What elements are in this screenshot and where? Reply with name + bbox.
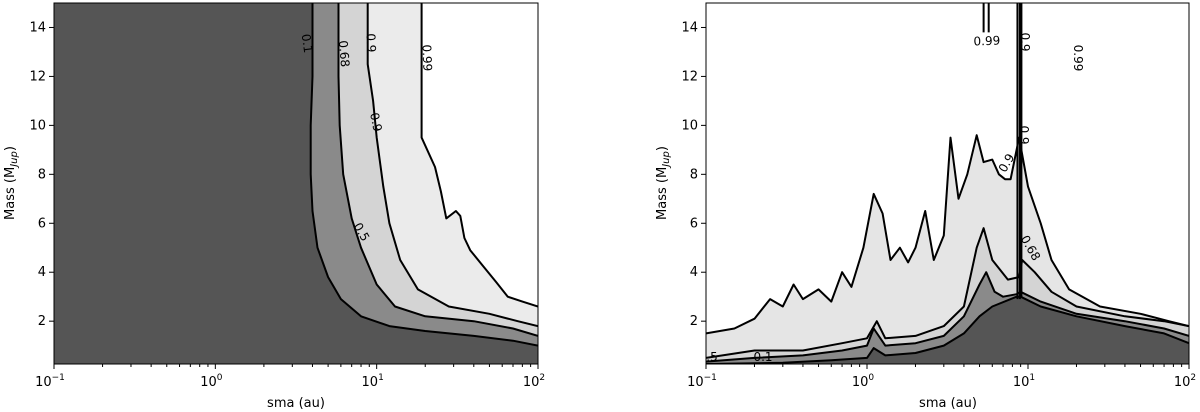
left-y-tick-label: 8 xyxy=(38,167,46,182)
left-contour-line-0.99 xyxy=(420,3,538,308)
right-x-tick-base: 10 xyxy=(687,375,704,390)
left-contour-label-0.99: 0.99 xyxy=(420,44,435,71)
right-contour-line-0.9 xyxy=(706,134,1189,335)
right-contour-line-0.5 xyxy=(706,271,1189,363)
right-x-tick-label: 10−1 xyxy=(687,373,717,390)
left-x-tick-label: 10−1 xyxy=(35,373,65,390)
right-x-tick-label: 100 xyxy=(852,373,875,390)
right-y-tick-label: 4 xyxy=(690,265,698,280)
left-contour-label-0.68: 0.68 xyxy=(336,40,352,68)
left-x-tick-exp: 0 xyxy=(217,373,223,383)
left-y-tick-label: 14 xyxy=(29,20,46,35)
left-x-tick-label: 100 xyxy=(200,373,223,390)
left-region-0.1 xyxy=(54,3,538,364)
right-x-tick-exp: −1 xyxy=(704,373,717,383)
right-x-tick-label: 102 xyxy=(1174,373,1196,390)
right-region-0.1 xyxy=(706,296,1189,364)
left-y-tick-label: 6 xyxy=(38,216,46,231)
right-contour-line-0.68 xyxy=(706,227,1189,359)
left-contour-line-0.68 xyxy=(366,3,538,328)
right-x-tick-exp: 0 xyxy=(868,373,874,383)
right-contour-lines xyxy=(706,3,1189,364)
left-probability-fills xyxy=(54,3,538,364)
right-y-tick-label: 6 xyxy=(690,216,698,231)
right-y-axis-label-main: Mass (M xyxy=(655,167,670,220)
left-x-axis-label: sma (au) xyxy=(267,396,325,411)
right-contour-label-0.99-top: 0.99 xyxy=(973,34,1000,49)
right-x-tick-label: 101 xyxy=(1013,373,1035,390)
right-x-tick-exp: 2 xyxy=(1190,373,1196,383)
left-y-axis-label-main: Mass (M xyxy=(3,167,18,220)
right-y-axis-label-end: ) xyxy=(655,146,670,151)
left-y-tick-label: 10 xyxy=(29,118,46,133)
right-y-axis-label: Mass (MJup) xyxy=(655,146,672,220)
left-y-axis-label-end: ) xyxy=(3,146,18,151)
left-contour-label-0.9-top: 0.9 xyxy=(364,33,379,53)
right-x-axis-label: sma (au) xyxy=(919,396,977,411)
right-contour-label-0.1: 0.1 xyxy=(753,350,772,364)
right-x-tick-base: 10 xyxy=(1013,375,1030,390)
right-x-tick-base: 10 xyxy=(1174,375,1191,390)
right-y-tick-label: 14 xyxy=(681,20,698,35)
left-contour-line-0.5 xyxy=(337,3,538,337)
right-y-tick-label: 8 xyxy=(690,167,698,182)
right-y-tick-label: 10 xyxy=(681,118,698,133)
left-y-tick-label: 12 xyxy=(29,69,46,84)
left-x-tick-base: 10 xyxy=(35,375,52,390)
left-x-tick-base: 10 xyxy=(523,375,540,390)
left-plot-frame xyxy=(53,2,539,365)
right-contour-line-0.1 xyxy=(706,295,1189,364)
left-y-tick-label: 2 xyxy=(38,314,46,329)
right-contour-label-0.9-mid: 0.9 xyxy=(1017,125,1031,144)
left-y-tick-label: 4 xyxy=(38,265,46,280)
right-contour-label-0.9-top: 0.9 xyxy=(1018,32,1032,51)
left-x-tick-exp: −1 xyxy=(52,373,65,383)
right-x-tick-exp: 1 xyxy=(1029,373,1035,383)
left-contour-line-0.1 xyxy=(309,3,538,347)
left-x-tick-exp: 1 xyxy=(378,373,384,383)
right-plot-frame xyxy=(705,2,1190,365)
right-probability-fills xyxy=(706,135,1189,364)
right-y-tick-label: 12 xyxy=(681,69,698,84)
left-contour-label-0.1: 0.1 xyxy=(299,33,316,54)
left-x-tick-label: 102 xyxy=(523,373,545,390)
right-y-axis-label-sub: Jup xyxy=(661,151,672,169)
right-contour-label-0.5: .5 xyxy=(706,350,717,364)
right-x-tick-base: 10 xyxy=(852,375,869,390)
left-x-tick-label: 101 xyxy=(362,373,384,390)
left-x-tick-base: 10 xyxy=(200,375,217,390)
left-x-tick-base: 10 xyxy=(362,375,379,390)
right-y-tick-label: 2 xyxy=(690,314,698,329)
left-x-tick-exp: 2 xyxy=(539,373,545,383)
left-contour-lines xyxy=(309,3,538,347)
left-y-axis-label-sub: Jup xyxy=(9,151,20,169)
left-y-axis-label: Mass (MJup) xyxy=(3,146,20,220)
left-contour-label-0.9-mid: 0.9 xyxy=(367,111,385,133)
right-contour-label-0.99-right: 0.99 xyxy=(1071,45,1085,72)
